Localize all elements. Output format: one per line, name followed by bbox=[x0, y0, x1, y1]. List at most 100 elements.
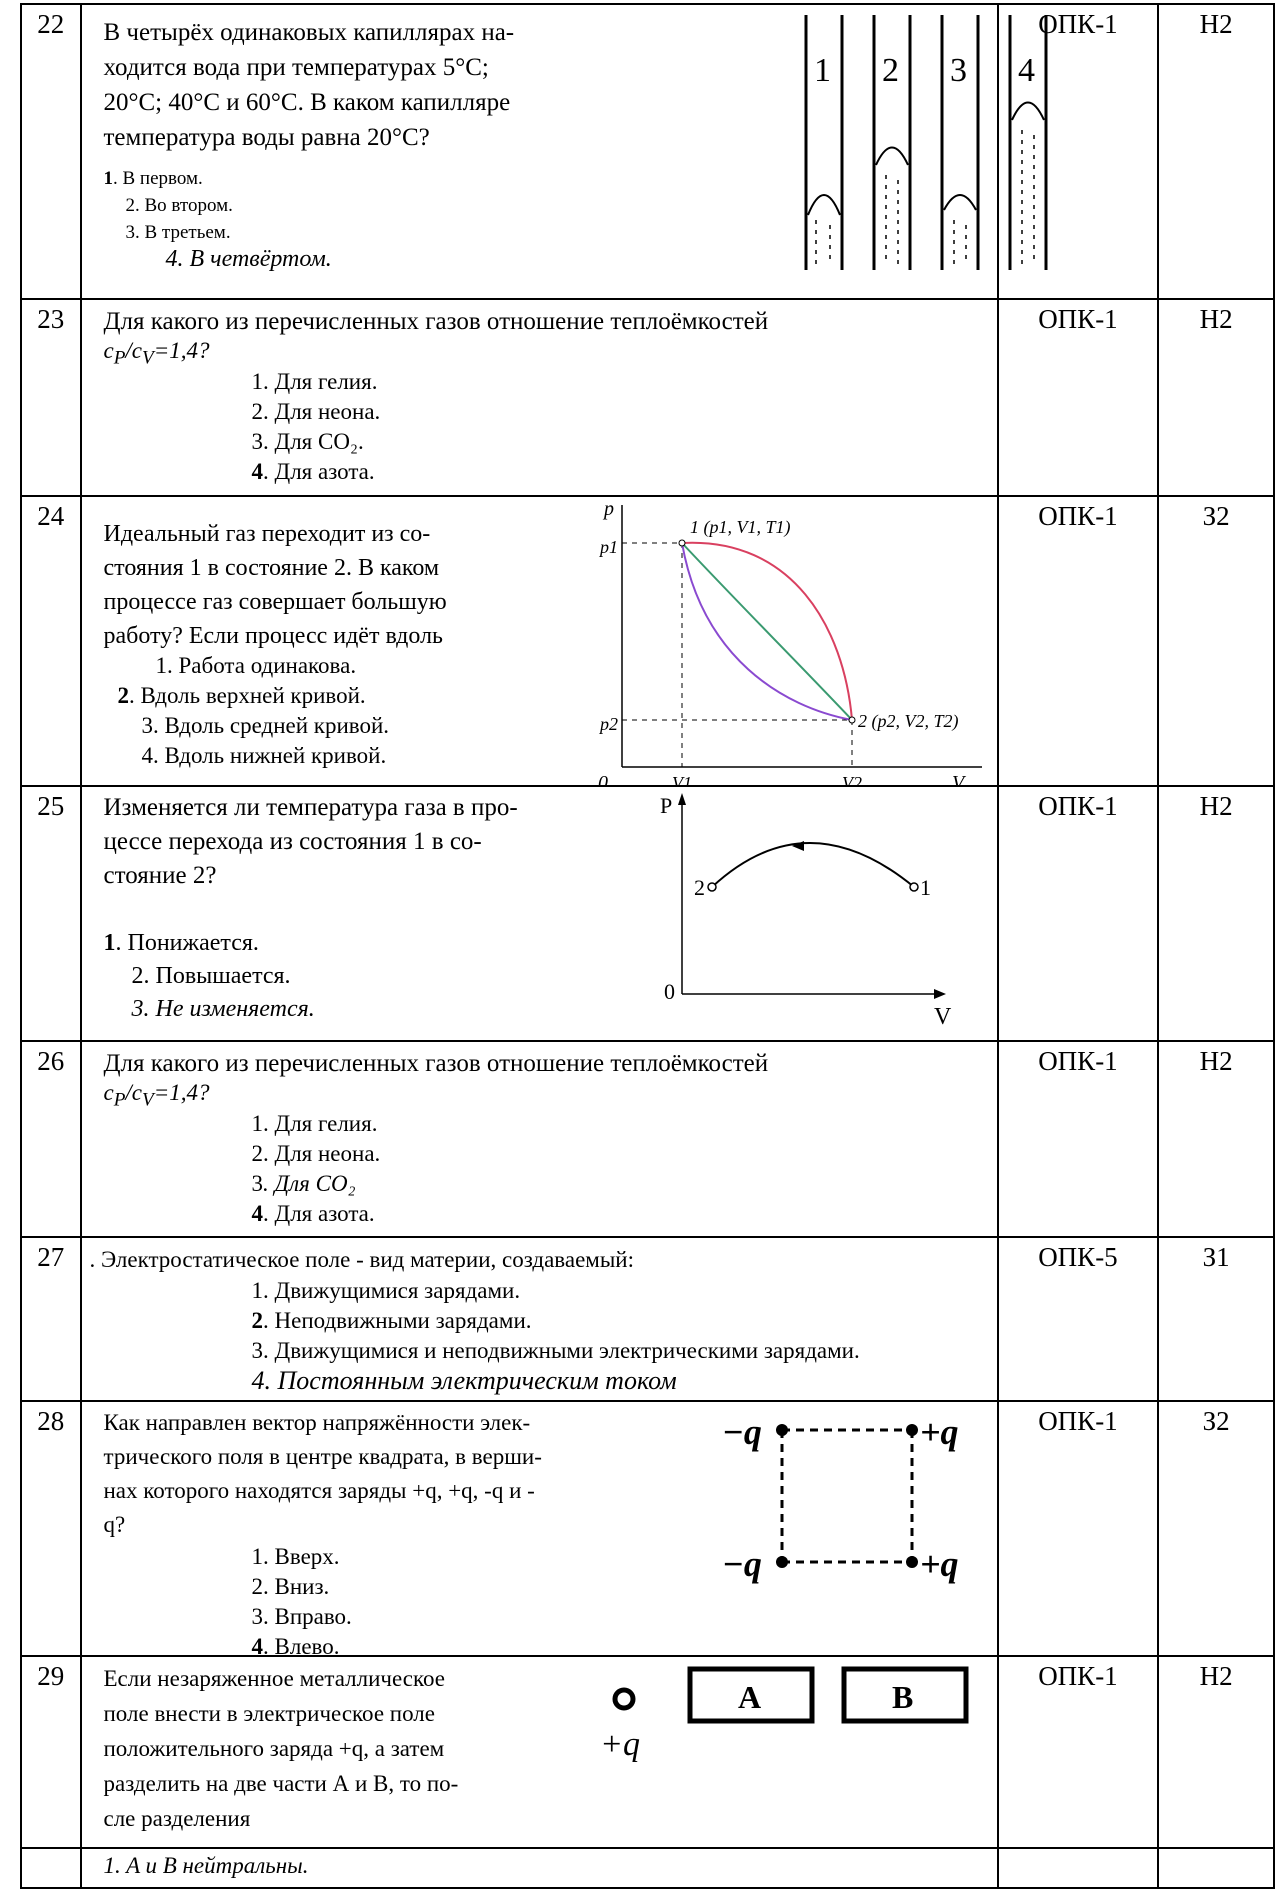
charges-square-figure: −q +q −q +q bbox=[722, 1412, 959, 1584]
option-1: 1. A и B нейтральны. bbox=[103, 1853, 309, 1878]
state-1-label: 1 (p1, V1, T1) bbox=[690, 517, 791, 538]
question-number: 25 bbox=[20, 785, 82, 1042]
level-code: З2 bbox=[1157, 1400, 1275, 1657]
question-row-28: 28 Как направлен вектор напряжённости эл… bbox=[20, 1400, 1275, 1659]
test-table: 22 В четырёх одинаковых капиллярах на- х… bbox=[20, 3, 1275, 1889]
option-3: 3. Для CO₂ bbox=[251, 1171, 356, 1196]
part-b-label: B bbox=[892, 1679, 913, 1715]
capillary-label: 1 bbox=[814, 52, 831, 89]
question-row-22: 22 В четырёх одинаковых капиллярах на- х… bbox=[20, 3, 1275, 300]
heat-capacity-ratio: cP/cV=1,4? bbox=[103, 1080, 210, 1111]
upper-curve bbox=[681, 541, 853, 721]
v-axis-label: V bbox=[934, 1004, 952, 1030]
question-number: 24 bbox=[20, 495, 82, 787]
charge-top-right: +q bbox=[920, 1412, 959, 1452]
question-text: . Электростатическое поле - вид материи,… bbox=[89, 1247, 635, 1272]
p1-label: p1 bbox=[598, 537, 618, 557]
capillary-label: 4 bbox=[1018, 52, 1035, 89]
option-1: 1. Для гелия. bbox=[251, 1111, 378, 1136]
question-text: Как направлен вектор напряжённости элек-… bbox=[103, 1410, 542, 1537]
part-a-label: A bbox=[738, 1679, 761, 1715]
answer-options: 1. Движущимися зарядами. 2. Неподвижными… bbox=[252, 1276, 860, 1396]
level-code: З1 bbox=[1157, 1236, 1275, 1402]
middle-curve bbox=[680, 542, 853, 721]
option-3: 3. Вправо. bbox=[251, 1604, 352, 1629]
option-4: 4. Вдоль нижней кривой. bbox=[141, 743, 387, 768]
competence-code bbox=[996, 1847, 1160, 1889]
v1-label: V1 bbox=[672, 773, 692, 785]
competence-code: ОПК-1 bbox=[996, 495, 1160, 787]
answer-options: 1. Вверх. 2. Вниз. 3. Вправо. 4. Влево. bbox=[252, 1542, 352, 1662]
competence-code: ОПК-1 bbox=[996, 1040, 1160, 1238]
question-cell: 1. A и B нейтральны. bbox=[79, 1847, 999, 1889]
competence-code: ОПК-1 bbox=[996, 1655, 1160, 1849]
origin-label: 0 bbox=[598, 772, 608, 785]
charge-top-left: −q bbox=[722, 1412, 762, 1452]
continuation-row: 1. A и B нейтральны. bbox=[20, 1847, 1275, 1889]
state-2-label: 2 (p2, V2, T2) bbox=[858, 711, 959, 732]
option-4: 4. В четвёртом. bbox=[165, 246, 332, 272]
option-4: 4. Для азота. bbox=[251, 459, 375, 484]
answer-options: 1. В первом. 2. Во втором. 3. В третьем.… bbox=[104, 165, 332, 273]
option-1: 1. Вверх. bbox=[251, 1544, 340, 1569]
answer-options: 1. Понижается. 2. Повышается. 3. Не изме… bbox=[104, 927, 315, 1026]
question-text: Для какого из перечисленных газов отноше… bbox=[103, 1050, 769, 1077]
level-code: Н2 bbox=[1157, 298, 1275, 497]
question-row-25: 25 Изменяется ли температура газа в про-… bbox=[20, 785, 1275, 1042]
answer-options: 1. Для гелия. 2. Для неона. 3. Для CO₂ 4… bbox=[252, 1109, 381, 1229]
question-row-26: 26 Для какого из перечисленных газов отн… bbox=[20, 1040, 1275, 1238]
answer-options: 1. Работа одинакова. 2. Вдоль верхней кр… bbox=[104, 651, 390, 771]
charge-bottom-right: +q bbox=[920, 1544, 959, 1584]
point-1-label: 1 bbox=[920, 875, 931, 900]
question-text: Изменяется ли температура газа в про- це… bbox=[103, 794, 518, 889]
question-number bbox=[20, 1847, 82, 1889]
level-code: Н2 bbox=[1157, 3, 1275, 300]
question-number: 22 bbox=[20, 3, 82, 300]
p-axis-label: P bbox=[660, 793, 672, 818]
question-row-29: 29 Если незаряженное металлическое поле … bbox=[20, 1655, 1275, 1849]
v-axis-label: V bbox=[952, 772, 967, 785]
competence-code: ОПК-1 bbox=[996, 3, 1160, 300]
option-2: 2. Повышается. bbox=[131, 963, 291, 989]
level-code: Н2 bbox=[1157, 1655, 1275, 1849]
option-1: 1. Для гелия. bbox=[251, 369, 378, 394]
option-3: 3. Вдоль средней кривой. bbox=[141, 713, 390, 738]
option-1: 1. Работа одинакова. bbox=[155, 653, 357, 678]
level-code: Н2 bbox=[1157, 785, 1275, 1042]
question-cell: Для какого из перечисленных газов отноше… bbox=[79, 298, 999, 497]
question-cell: Идеальный газ переходит из со- стояния 1… bbox=[79, 495, 999, 787]
option-4: 4. Для азота. bbox=[251, 1201, 375, 1226]
option-2: 2. Вниз. bbox=[251, 1574, 330, 1599]
option-3: 3. В третьем. bbox=[125, 222, 231, 243]
question-cell: . Электростатическое поле - вид материи,… bbox=[79, 1236, 999, 1402]
question-text: Для какого из перечисленных газов отноше… bbox=[103, 308, 769, 335]
question-number: 23 bbox=[20, 298, 82, 497]
option-1: 1. В первом. bbox=[103, 168, 203, 189]
level-code: З2 bbox=[1157, 495, 1275, 787]
option-3: 3. Не изменяется. bbox=[131, 996, 315, 1022]
level-code: Н2 bbox=[1157, 1040, 1275, 1238]
question-text: Идеальный газ переходит из со- стояния 1… bbox=[103, 521, 447, 649]
charge-bottom-left: −q bbox=[722, 1544, 762, 1584]
question-row-27: 27 . Электростатическое поле - вид матер… bbox=[20, 1236, 1275, 1402]
option-2: 2. Для неона. bbox=[251, 399, 381, 424]
question-cell: Как направлен вектор напряжённости элек-… bbox=[79, 1400, 999, 1659]
pv-diagram-25: P 2 1 0 V bbox=[660, 793, 952, 1030]
answer-options: 1. Для гелия. 2. Для неона. 3. Для CO₂. … bbox=[252, 367, 381, 487]
option-1: 1. Понижается. bbox=[103, 930, 259, 956]
point-2-label: 2 bbox=[694, 875, 705, 900]
metal-parts-figure: +q A B bbox=[600, 1666, 968, 1763]
question-cell: Изменяется ли температура газа в про- це… bbox=[79, 785, 999, 1042]
question-cell: Если незаряженное металлическое поле вне… bbox=[79, 1655, 999, 1849]
option-4: 4. Постоянным электрическим током bbox=[251, 1366, 677, 1395]
option-3: 3. Для CO₂. bbox=[251, 429, 364, 454]
p-axis-label: p bbox=[602, 498, 614, 520]
option-4: 4. Влево. bbox=[251, 1634, 340, 1659]
option-3: 3. Движущимися и неподвижными электричес… bbox=[251, 1338, 860, 1363]
question-cell: Для какого из перечисленных газов отноше… bbox=[79, 1040, 999, 1238]
question-text: Если незаряженное металлическое поле вне… bbox=[103, 1666, 459, 1831]
question-row-24: 24 Идеальный газ переходит из со- стояни… bbox=[20, 495, 1275, 787]
question-text: В четырёх одинаковых капиллярах на- ходи… bbox=[103, 19, 515, 151]
level-code bbox=[1157, 1847, 1275, 1889]
charge-label: +q bbox=[600, 1726, 640, 1763]
